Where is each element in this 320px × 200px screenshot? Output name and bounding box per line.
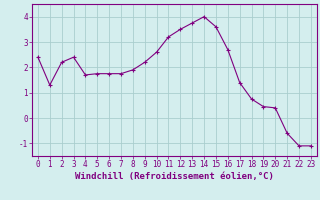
X-axis label: Windchill (Refroidissement éolien,°C): Windchill (Refroidissement éolien,°C) xyxy=(75,172,274,181)
